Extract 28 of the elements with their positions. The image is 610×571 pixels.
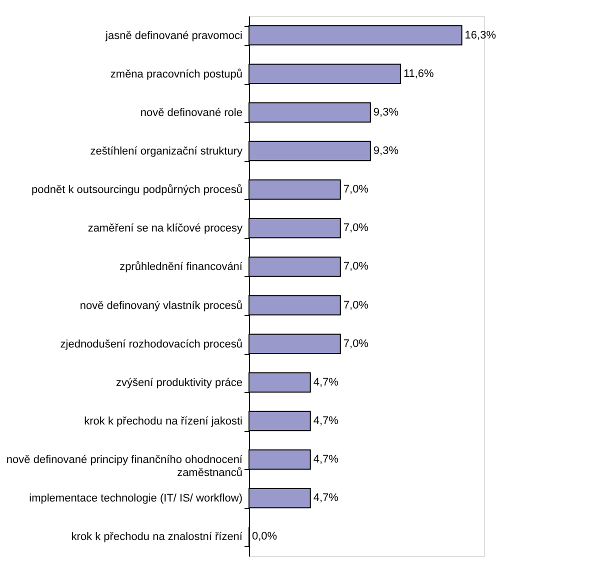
data-label: 4,7% <box>313 415 339 427</box>
y-tick-label: zeštíhlení organizační struktury <box>90 146 243 158</box>
y-tick-label: nově definované role <box>140 106 242 119</box>
data-label: 7,0% <box>343 338 369 350</box>
data-label: 7,0% <box>343 299 369 312</box>
data-label: 0,0% <box>252 530 278 543</box>
data-label: 4,7% <box>313 454 339 466</box>
y-tick-label: zaměření se na klíčové procesy <box>88 222 243 235</box>
y-tick-label: nově definovaný vlastník procesů <box>80 300 242 312</box>
y-tick-label: krok k přechodu na řízení jakosti <box>84 416 242 428</box>
y-tick-label: zvýšení produktivity práce <box>116 376 242 389</box>
y-tick-label: změna pracovních postupů <box>110 68 242 80</box>
data-label: 7,0% <box>343 260 369 273</box>
data-label: 4,7% <box>313 376 339 388</box>
y-tick-label: implementace technologie (IT/ IS/ workflow) <box>29 492 242 505</box>
data-label: 7,0% <box>343 184 369 196</box>
data-label: 4,7% <box>313 492 339 504</box>
data-label: 16,3% <box>464 29 496 42</box>
y-tick-label: nově definované principy finančního ohodnocení zaměstnanců <box>6 454 244 480</box>
data-label: 11,6% <box>403 68 434 80</box>
y-tick-label: jasně definované pravomoci <box>104 30 242 42</box>
y-tick-label: zprůhlednění financování <box>120 261 244 274</box>
y-tick-label: podnět k outsourcingu podpůrných procesů <box>32 184 242 196</box>
data-label: 9,3% <box>373 106 399 118</box>
y-tick-label: krok k přechodu na znalostní řízení <box>71 531 244 544</box>
data-label: 9,3% <box>373 145 399 157</box>
data-label: 7,0% <box>343 222 369 234</box>
y-tick-label: zjednodušení rozhodovacích procesů <box>60 338 242 350</box>
